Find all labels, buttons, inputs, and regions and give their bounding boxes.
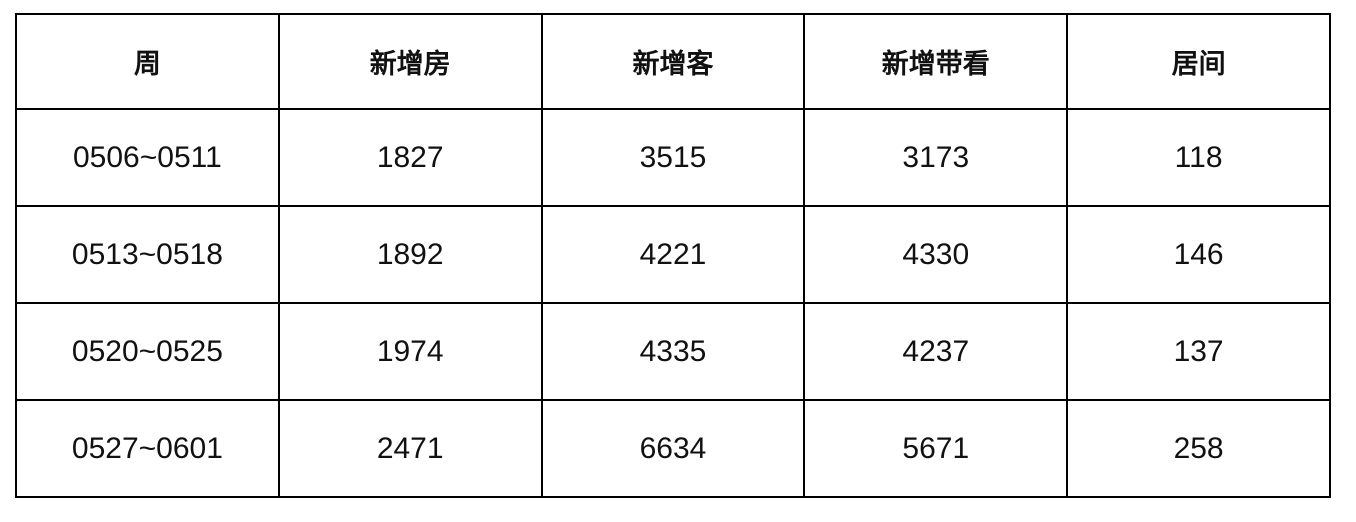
table-row: 0513~0518 1892 4221 4330 146 — [15, 205, 1331, 304]
header-row: 周 新增房 新增客 新增带看 居间 — [15, 13, 1331, 110]
table-cell: 146 — [1066, 205, 1331, 304]
header-cell-new-clients: 新增客 — [540, 13, 806, 110]
table-row: 0520~0525 1974 4335 4237 137 — [15, 302, 1331, 401]
row-label: 0506~0511 — [15, 108, 280, 207]
table-cell: 6634 — [540, 399, 806, 498]
table-cell: 3173 — [803, 108, 1069, 207]
table-cell: 258 — [1066, 399, 1331, 498]
table-cell: 1974 — [277, 302, 543, 401]
table-cell: 1892 — [277, 205, 543, 304]
table-cell: 4335 — [540, 302, 806, 401]
table-cell: 1827 — [277, 108, 543, 207]
row-label: 0527~0601 — [15, 399, 280, 498]
header-cell-week: 周 — [15, 13, 280, 110]
table-cell: 4221 — [540, 205, 806, 304]
table-cell: 4237 — [803, 302, 1069, 401]
table-row: 0527~0601 2471 6634 5671 258 — [15, 399, 1331, 498]
table-cell: 137 — [1066, 302, 1331, 401]
weekly-stats-table: 周 新增房 新增客 新增带看 居间 0506~0511 1827 3515 31… — [15, 13, 1331, 498]
table-header: 周 新增房 新增客 新增带看 居间 — [15, 13, 1331, 110]
table-cell: 5671 — [803, 399, 1069, 498]
table-cell: 2471 — [277, 399, 543, 498]
row-label: 0513~0518 — [15, 205, 280, 304]
header-cell-new-listings: 新增房 — [277, 13, 543, 110]
row-label: 0520~0525 — [15, 302, 280, 401]
header-cell-new-showings: 新增带看 — [803, 13, 1069, 110]
header-cell-brokerage: 居间 — [1066, 13, 1331, 110]
table-cell: 3515 — [540, 108, 806, 207]
table-row: 0506~0511 1827 3515 3173 118 — [15, 108, 1331, 207]
table-cell: 118 — [1066, 108, 1331, 207]
table-cell: 4330 — [803, 205, 1069, 304]
table-body: 0506~0511 1827 3515 3173 118 0513~0518 1… — [15, 108, 1331, 498]
